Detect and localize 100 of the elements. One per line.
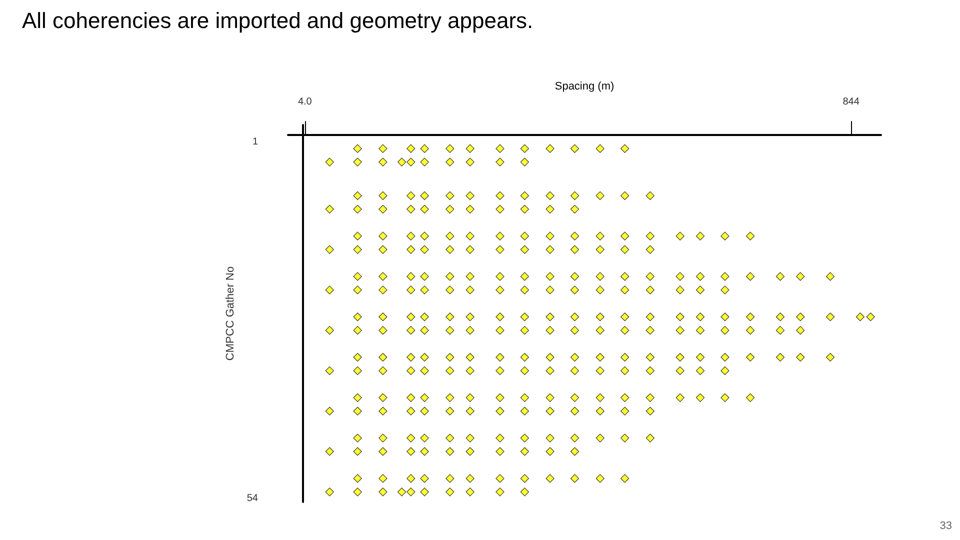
point (596, 474, 604, 483)
point (420, 144, 429, 153)
point (353, 204, 362, 214)
point (406, 366, 416, 376)
point (546, 326, 554, 335)
point (406, 204, 416, 214)
point (866, 312, 875, 322)
point (406, 474, 416, 483)
point (646, 232, 654, 240)
point (546, 474, 554, 483)
point (378, 488, 388, 496)
point (746, 393, 755, 402)
point (325, 286, 334, 294)
point (496, 144, 504, 153)
point (676, 232, 684, 240)
point (378, 144, 388, 153)
point (646, 326, 654, 335)
point (520, 434, 529, 442)
point (446, 366, 454, 376)
point (620, 144, 630, 153)
point (353, 144, 362, 153)
point (546, 434, 554, 442)
point (378, 232, 388, 240)
point (520, 144, 529, 153)
point (466, 393, 474, 402)
point (720, 326, 730, 335)
point (546, 245, 554, 254)
point (546, 393, 554, 402)
point (520, 393, 529, 402)
point (353, 406, 362, 416)
point (406, 326, 416, 335)
point (466, 158, 474, 166)
point (378, 326, 388, 335)
point (620, 393, 630, 402)
point (353, 245, 362, 254)
point (353, 366, 362, 376)
point (646, 191, 654, 200)
point (746, 232, 755, 240)
point (378, 352, 388, 362)
point (520, 366, 529, 376)
point (676, 352, 684, 362)
chart-title: All coherencies are imported and geometry appears. (22, 8, 534, 34)
point (646, 406, 654, 416)
point (446, 326, 454, 335)
point (646, 286, 654, 294)
point (325, 488, 334, 496)
point (596, 366, 604, 376)
point (596, 393, 604, 402)
point (496, 272, 504, 281)
point (720, 352, 730, 362)
point (776, 352, 785, 362)
point (696, 366, 705, 376)
point (466, 406, 474, 416)
point (466, 286, 474, 294)
point (466, 245, 474, 254)
point (406, 191, 416, 200)
point (406, 286, 416, 294)
point (420, 352, 429, 362)
point (546, 191, 554, 200)
point (353, 326, 362, 335)
point (466, 474, 474, 483)
point (353, 158, 362, 166)
point (446, 352, 454, 362)
point (420, 447, 429, 456)
point (466, 447, 474, 456)
point (570, 232, 580, 240)
point (520, 406, 529, 416)
point (776, 272, 785, 281)
point (378, 272, 388, 281)
point (720, 312, 730, 322)
point (325, 366, 334, 376)
point (570, 352, 580, 362)
point (826, 352, 835, 362)
point (406, 434, 416, 442)
point (446, 272, 454, 281)
point (466, 434, 474, 442)
point (570, 312, 580, 322)
point (325, 447, 334, 456)
point (826, 272, 835, 281)
point (378, 204, 388, 214)
point (546, 286, 554, 294)
point (570, 191, 580, 200)
point (596, 406, 604, 416)
point (570, 144, 580, 153)
point (446, 191, 454, 200)
point (620, 434, 630, 442)
point (520, 158, 529, 166)
point (856, 312, 864, 322)
point (496, 406, 504, 416)
point (353, 488, 362, 496)
point (353, 474, 362, 483)
point (446, 204, 454, 214)
point (520, 191, 529, 200)
point (546, 232, 554, 240)
point (378, 393, 388, 402)
point (696, 232, 705, 240)
point (406, 447, 416, 456)
point (466, 312, 474, 322)
point (420, 232, 429, 240)
point (406, 406, 416, 416)
